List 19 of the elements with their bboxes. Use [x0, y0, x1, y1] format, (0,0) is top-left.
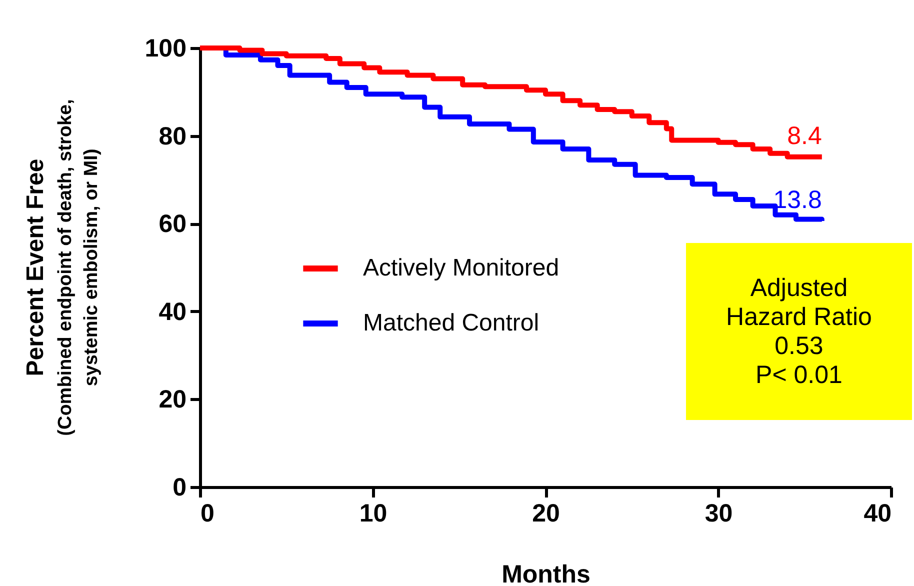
y-axis-title: Percent Event Free (Combined endpoint of death, stroke, systemic embolism, or MI) — [22, 99, 102, 436]
x-tick-label: 30 — [704, 500, 733, 528]
text-box: Adjusted Hazard Ratio 0.53 P< 0.01 — [686, 243, 912, 420]
y-tick-label: 40 — [158, 298, 186, 326]
x-tick-label: 10 — [359, 500, 388, 528]
y-tick-label: 80 — [158, 122, 186, 150]
x-axis-title: Months — [502, 560, 590, 586]
y-tick-label: 60 — [158, 210, 186, 238]
annotation: 13.8 — [773, 186, 822, 214]
y-tick-label: 20 — [158, 386, 186, 414]
legend-label: Matched Control — [363, 310, 540, 336]
x-tick-label: 0 — [200, 500, 214, 528]
x-tick-label: 40 — [864, 500, 892, 528]
y-tick-label: 0 — [172, 474, 186, 502]
y-tick-label: 100 — [144, 34, 186, 62]
legend-label: Actively Monitored — [363, 254, 560, 282]
annotation: 8.4 — [787, 122, 822, 150]
annotation: Adjusted Hazard Ratio 0.53 P< 0.01 — [725, 274, 873, 390]
x-tick-label: 20 — [532, 500, 560, 528]
